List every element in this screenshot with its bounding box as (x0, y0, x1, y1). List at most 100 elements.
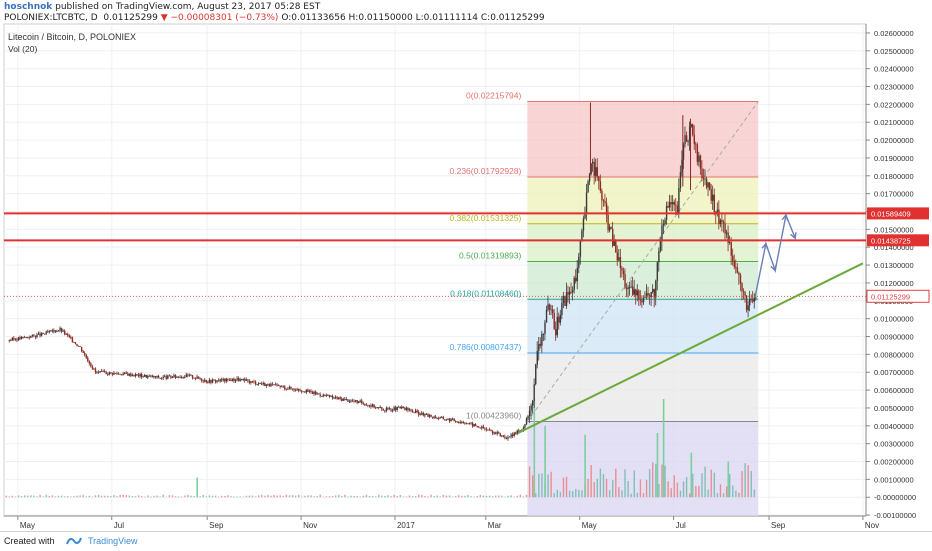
candle-body (550, 309, 552, 311)
candle-body (364, 403, 366, 406)
candle-body (142, 376, 144, 378)
candle-body (194, 378, 197, 380)
candle-body (495, 432, 497, 434)
projection-arrowhead (770, 264, 777, 272)
volume-bar (267, 494, 269, 498)
candle-body (672, 202, 674, 205)
volume-bar (608, 490, 611, 498)
candle-body (462, 421, 465, 423)
candle-body (358, 401, 360, 403)
volume-bar (473, 496, 475, 498)
candle-body (419, 414, 422, 416)
volume-spike (533, 399, 536, 498)
candle-body (401, 406, 403, 409)
header-line-1: hoschnok published on TradingView.com, A… (4, 2, 320, 12)
candle-body (741, 283, 743, 292)
volume-bar (97, 494, 100, 498)
candle-body (531, 400, 534, 406)
candle-body (313, 391, 315, 394)
candle-body (439, 417, 442, 419)
volume-bar (501, 495, 503, 498)
candle-body (71, 337, 74, 342)
candle-body (171, 376, 174, 378)
candle-body (633, 289, 635, 295)
candle-body (627, 287, 629, 290)
volume-bar (695, 485, 697, 498)
candle-body (402, 406, 405, 408)
volume-bar (125, 495, 128, 498)
candle-body (261, 383, 263, 385)
candle-body (367, 404, 369, 406)
volume-bar (20, 496, 23, 498)
volume-bar (393, 494, 395, 498)
volume-bar (556, 489, 559, 498)
candle-body (174, 375, 177, 378)
candle-body (77, 345, 80, 347)
candle-body (484, 428, 486, 430)
author-name[interactable]: hoschnok (4, 2, 53, 12)
candle-body (87, 357, 89, 362)
candle-body (168, 375, 171, 377)
volume-bar (547, 474, 549, 498)
volume-bar (14, 496, 17, 498)
candle-body (227, 378, 229, 380)
candle-body (185, 374, 188, 378)
volume-bar (353, 495, 355, 498)
volume-bar (57, 495, 60, 498)
candle-body (564, 295, 566, 307)
candle-body (74, 342, 77, 345)
candle-body (718, 209, 720, 225)
candle-body (362, 403, 365, 404)
volume-bar (227, 495, 229, 498)
candle-body (465, 423, 468, 425)
fib-level-label: 0(0.02215794) (466, 91, 521, 101)
candle-body (131, 375, 134, 377)
candle-body (445, 419, 448, 421)
volume-bar (261, 494, 263, 498)
candle-body (735, 267, 737, 268)
candle-body (578, 256, 580, 268)
volume-bar (202, 495, 204, 498)
candle-body (407, 407, 409, 411)
candle-body (137, 374, 140, 377)
projection-arrowhead (790, 232, 797, 240)
volume-bar (698, 485, 700, 498)
candle-body (739, 274, 742, 284)
volume-bar (525, 494, 528, 498)
candle-body (370, 405, 372, 407)
volume-bar (270, 495, 272, 498)
candle-body (208, 379, 211, 383)
candle-body (602, 200, 605, 202)
candle-body (350, 400, 352, 402)
tradingview-brand[interactable]: TradingView (88, 536, 138, 546)
y-tick-label: 0.01000000 (874, 315, 914, 324)
candle-body (276, 384, 278, 386)
candle-body (222, 379, 224, 381)
candle-body (461, 421, 463, 423)
candle-body (113, 372, 115, 375)
candle-body (130, 373, 132, 377)
candle-body (394, 407, 397, 410)
candle-body (304, 391, 306, 393)
candle-body (598, 176, 600, 182)
candle-body (51, 330, 54, 332)
volume-bar (110, 496, 112, 498)
candle-body (451, 418, 454, 420)
volume-bar (91, 496, 94, 498)
candle-body (319, 394, 321, 396)
y-tick-label: -0.00000000 (874, 493, 916, 502)
candle-body (621, 268, 623, 271)
candle-body (270, 383, 272, 387)
candle-body (311, 391, 314, 394)
candle-body (692, 124, 694, 135)
candle-body (356, 400, 358, 403)
volume-bar (359, 496, 361, 498)
candle-body (538, 343, 540, 351)
volume-bar (627, 480, 629, 498)
volume-bar (593, 482, 595, 498)
volume-bar (516, 495, 518, 498)
volume-bar (82, 495, 84, 498)
volume-bar (621, 490, 623, 498)
candle-body (262, 383, 264, 385)
